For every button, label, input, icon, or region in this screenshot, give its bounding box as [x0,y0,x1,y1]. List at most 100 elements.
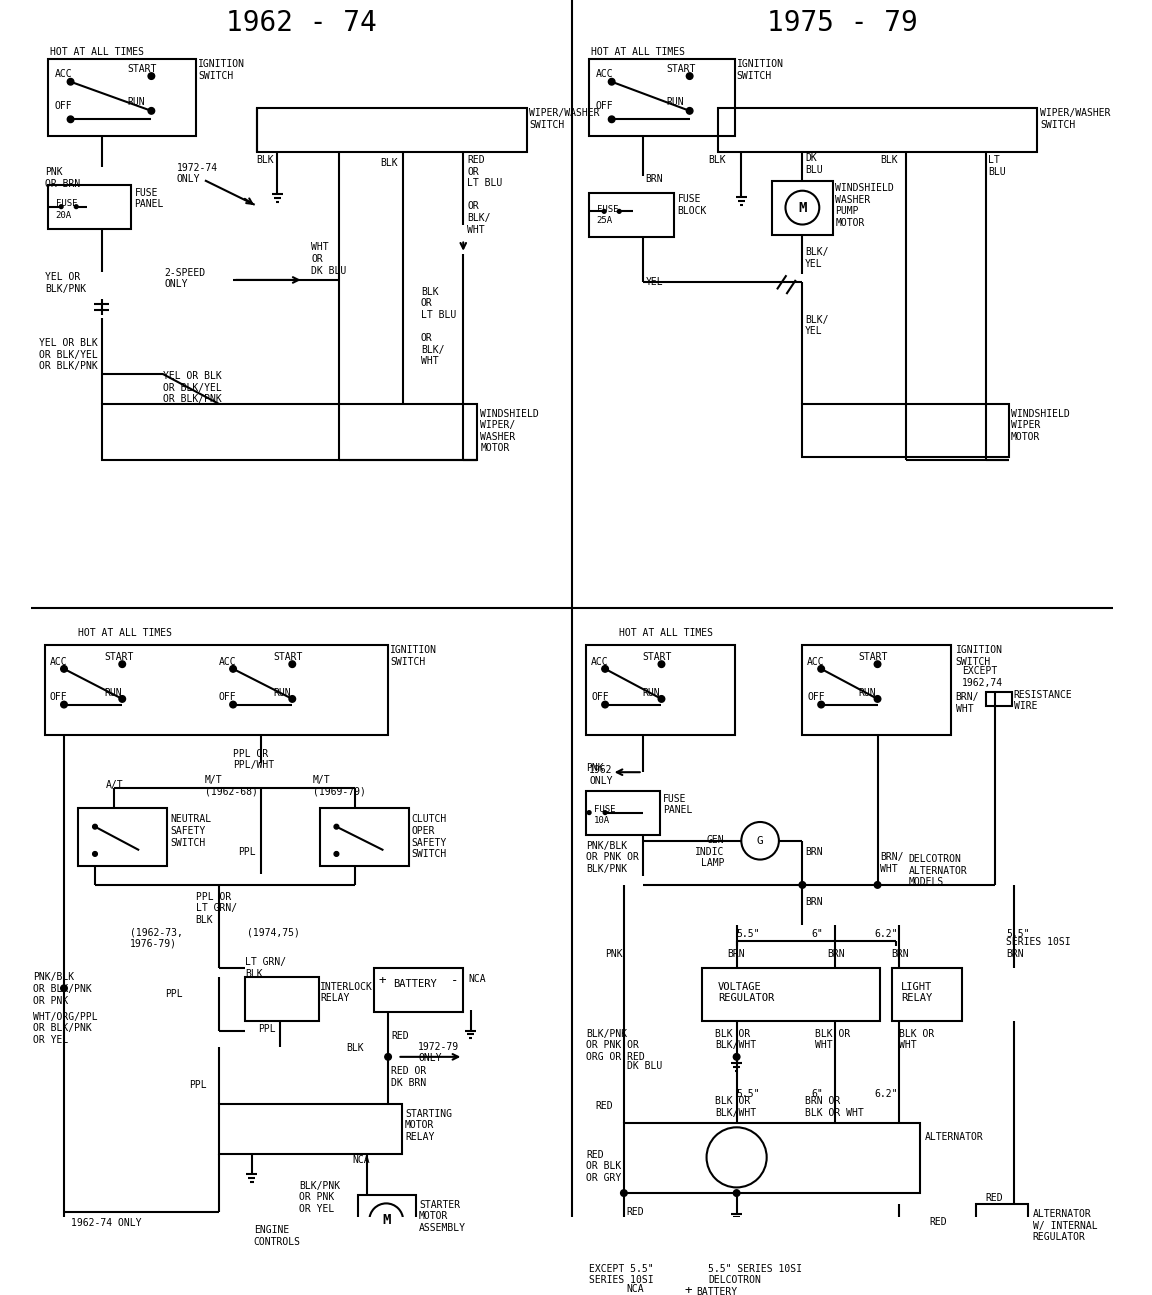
Circle shape [617,210,621,214]
Text: BLK OR
BLK/WHT: BLK OR BLK/WHT [715,1028,756,1050]
Bar [803,404,1009,457]
Text: 6": 6" [812,929,824,939]
Text: WIPER/WASHER
SWITCH: WIPER/WASHER SWITCH [1040,107,1111,130]
Bar [586,645,735,734]
Text: M: M [798,201,806,215]
Circle shape [1010,1220,1017,1226]
Circle shape [874,882,881,888]
Text: ENGINE
CONTROLS: ENGINE CONTROLS [253,1225,301,1247]
Text: RED: RED [930,1216,947,1226]
Text: BLK/PNK
OR PNK
OR YEL: BLK/PNK OR PNK OR YEL [298,1181,340,1213]
Text: BLK/
YEL: BLK/ YEL [805,247,828,268]
Text: WINDSHIELD
WASHER
PUMP
MOTOR: WINDSHIELD WASHER PUMP MOTOR [835,183,894,228]
Text: START: START [128,63,158,74]
Text: PPL OR
PPL/WHT: PPL OR PPL/WHT [233,749,274,771]
Text: START: START [858,651,888,662]
Text: ACC: ACC [50,657,68,667]
Text: RUN: RUN [643,688,660,698]
Text: HOT AT ALL TIMES: HOT AT ALL TIMES [50,47,144,57]
Circle shape [67,117,74,123]
Text: CLUTCH
OPER
SAFETY
SWITCH: CLUTCH OPER SAFETY SWITCH [411,815,447,860]
Circle shape [608,117,615,123]
Circle shape [734,1190,740,1197]
Text: FUSE
PANEL: FUSE PANEL [664,794,692,816]
Text: BRN/
WHT: BRN/ WHT [880,852,904,874]
Text: 1975 - 79: 1975 - 79 [767,9,918,38]
Bar [772,181,833,234]
Text: DK
BLU: DK BLU [805,153,823,175]
Circle shape [149,73,154,79]
Circle shape [608,79,615,85]
Text: BLK OR
WHT: BLK OR WHT [814,1028,850,1050]
Circle shape [61,985,67,992]
Text: RED: RED [627,1207,644,1217]
Text: VOLTAGE
REGULATOR: VOLTAGE REGULATOR [718,982,774,1004]
Text: 1962 - 74: 1962 - 74 [226,9,377,38]
Text: ACC: ACC [808,657,825,667]
Text: EXCEPT 5.5"
SERIES 10SI: EXCEPT 5.5" SERIES 10SI [589,1264,653,1285]
Text: STARTER
MOTOR
ASSEMBLY: STARTER MOTOR ASSEMBLY [419,1199,467,1233]
Bar [319,808,409,866]
Text: RED
OR
LT BLU

OR
BLK/
WHT: RED OR LT BLU OR BLK/ WHT [467,155,502,234]
Text: RED: RED [986,1193,1003,1203]
Text: BLK: BLK [880,155,897,164]
Text: RED OR
DK BRN: RED OR DK BRN [391,1066,426,1088]
Text: 10A: 10A [593,816,609,825]
Text: INTERLOCK
RELAY: INTERLOCK RELAY [320,982,373,1004]
Text: IGNITION
SWITCH: IGNITION SWITCH [955,645,1002,667]
Circle shape [687,107,694,114]
Text: OFF: OFF [808,693,825,702]
Text: BRN/
WHT: BRN/ WHT [955,693,979,714]
Text: PNK/BLK
OR BLK/PNK
OR PNK: PNK/BLK OR BLK/PNK OR PNK [33,973,92,1005]
Text: NCA: NCA [627,1285,644,1294]
Text: BRN: BRN [828,949,846,958]
Circle shape [229,666,236,672]
Text: BLK: BLK [257,155,274,164]
Bar [48,185,130,229]
Circle shape [601,666,608,672]
Bar [45,645,388,734]
Text: WHT
OR
DK BLU: WHT OR DK BLU [311,242,347,276]
Circle shape [799,882,805,888]
Text: FUSE: FUSE [55,199,77,208]
Circle shape [385,1054,392,1061]
Text: OFF: OFF [596,101,613,110]
Circle shape [818,702,825,708]
Circle shape [604,811,607,815]
Text: IGNITION
SWITCH: IGNITION SWITCH [198,60,245,80]
Text: +: + [685,1285,692,1295]
Text: YEL: YEL [645,277,664,287]
Text: YEL OR BLK
OR BLK/YEL
OR BLK/PNK: YEL OR BLK OR BLK/YEL OR BLK/PNK [39,338,98,372]
Text: BATTERY: BATTERY [393,979,437,989]
Text: PPL: PPL [166,989,183,1000]
Bar [257,107,528,153]
Circle shape [621,1190,627,1197]
Text: OFF: OFF [54,101,73,110]
Bar [358,1195,416,1248]
Circle shape [658,695,665,702]
Bar [589,60,735,136]
Text: NCA: NCA [468,974,486,984]
Text: RUN: RUN [666,97,684,106]
Text: BRN: BRN [805,847,823,857]
Text: (1974,75): (1974,75) [248,927,300,938]
Circle shape [602,210,606,214]
Text: LIGHT
RELAY: LIGHT RELAY [901,982,932,1004]
Text: RUN: RUN [858,688,877,698]
Bar [976,1204,1028,1265]
Text: START: START [666,63,696,74]
Circle shape [896,1220,902,1226]
Circle shape [601,702,608,708]
Text: BRN: BRN [727,949,745,958]
Text: A/T: A/T [106,780,124,790]
Text: ACC: ACC [591,657,608,667]
Text: ACC: ACC [54,69,73,79]
Text: HOT AT ALL TIMES: HOT AT ALL TIMES [591,47,685,57]
Text: 5.5": 5.5" [736,1089,760,1098]
Bar [219,1103,402,1154]
Text: OFF: OFF [591,693,608,702]
Circle shape [67,79,74,85]
Text: YEL OR BLK
OR BLK/YEL
OR BLK/PNK: YEL OR BLK OR BLK/YEL OR BLK/PNK [162,372,221,404]
Text: HOT AT ALL TIMES: HOT AT ALL TIMES [619,628,713,638]
Text: BATTERY: BATTERY [696,1287,737,1295]
